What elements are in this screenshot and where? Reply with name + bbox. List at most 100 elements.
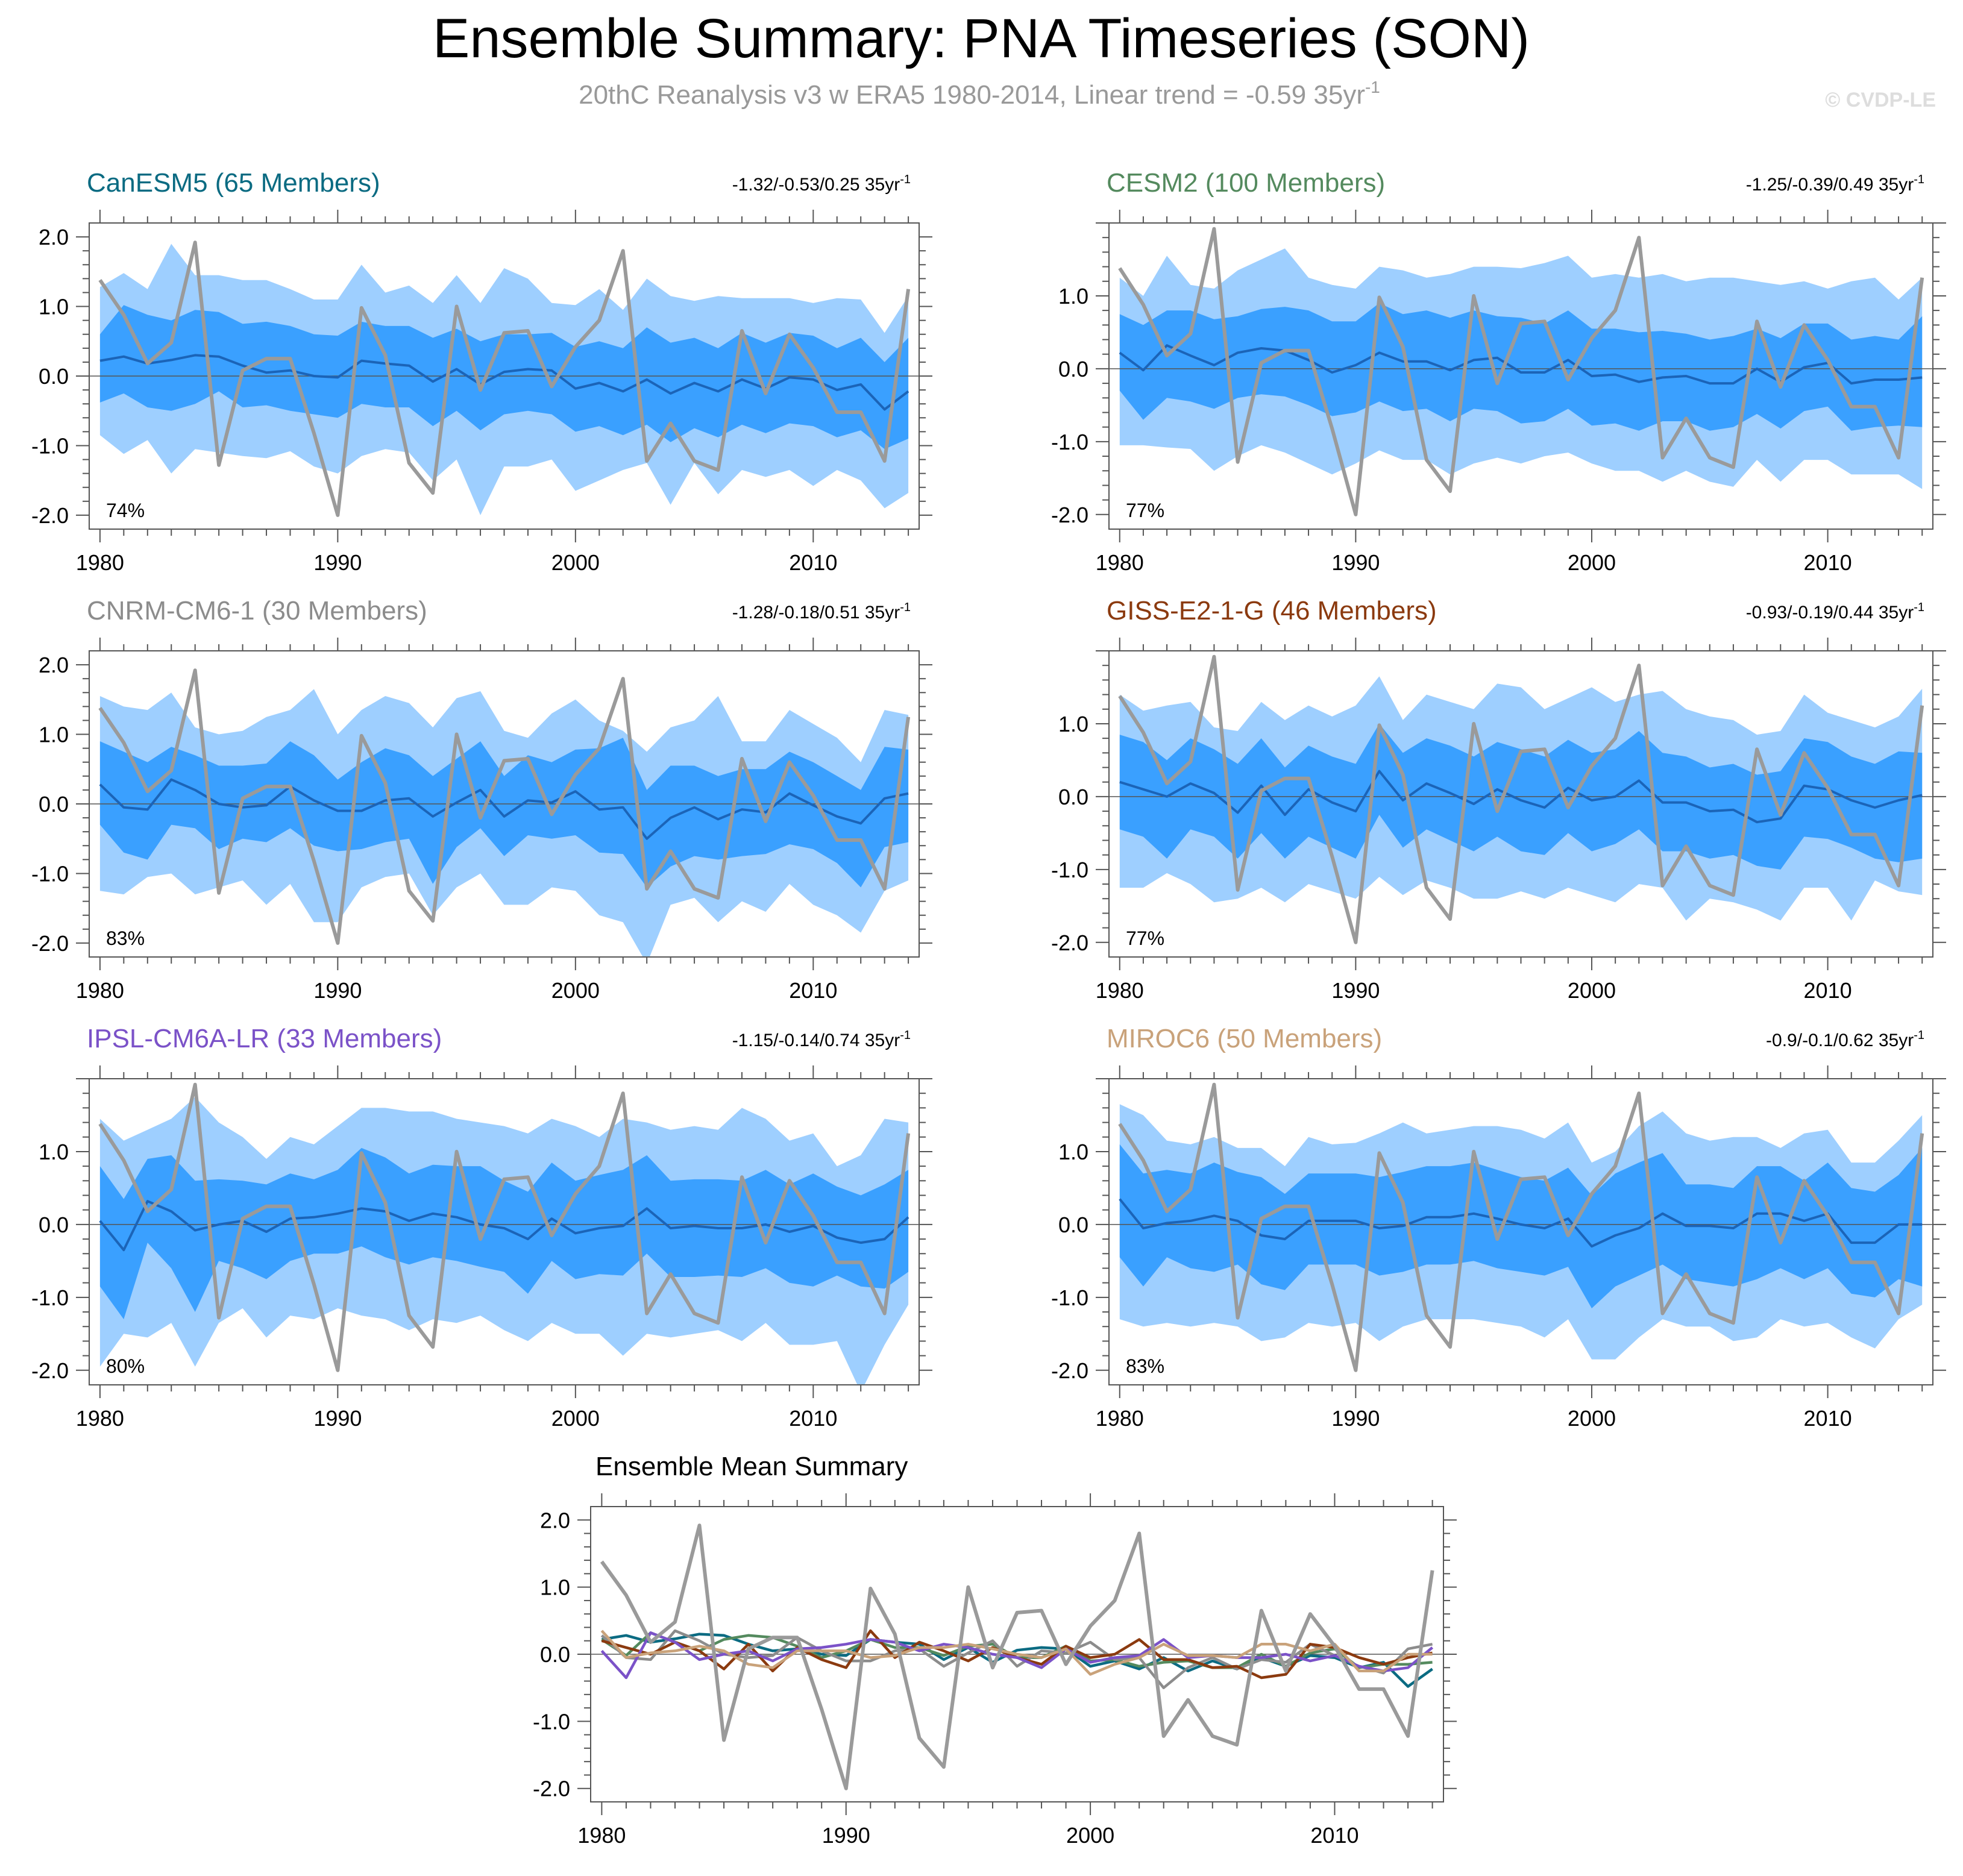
copyright-label: © CVDP-LE: [1825, 89, 1936, 111]
plot-area: [1109, 1082, 1933, 1372]
y-tick-label: -2.0: [1051, 930, 1088, 955]
panel-title: MIROC6 (50 Members): [1107, 1024, 1382, 1053]
observed-line: [1118, 1082, 1924, 1372]
x-tick-label: 1980: [76, 550, 124, 575]
x-tick-label: 2000: [1568, 1406, 1616, 1431]
y-tick-label: -1.0: [1051, 858, 1088, 882]
x-tick-label: 1990: [1331, 978, 1380, 1003]
x-tick-label: 2000: [1568, 978, 1616, 1003]
panel-cnrm: CNRM-CM6-1 (30 Members) -1.28/-0.18/0.51 …: [31, 596, 932, 1003]
trend-exponent: -1: [1914, 173, 1924, 186]
observed-line: [1118, 654, 1924, 944]
y-tick-label: -1.0: [31, 433, 69, 458]
x-tick-label: 1980: [76, 1406, 124, 1431]
inner-spread-band: [99, 738, 909, 888]
x-tick-label: 2000: [551, 978, 600, 1003]
y-tick-label: 1.0: [540, 1575, 570, 1600]
y-tick-label: -1.0: [1051, 430, 1088, 454]
percent-label: 77%: [1126, 500, 1164, 521]
y-tick-label: 1.0: [39, 1140, 69, 1164]
percent-label: 74%: [106, 500, 145, 521]
plot-area: [89, 240, 919, 517]
panel-title: GISS-E2-1-G (46 Members): [1107, 596, 1437, 626]
x-tick-label: 2010: [1310, 1823, 1358, 1848]
panel-title: IPSL-CM6A-LR (33 Members): [87, 1024, 442, 1053]
y-tick-label: 0.0: [39, 1212, 69, 1237]
panel-cesm2: CESM2 (100 Members) -1.25/-0.39/0.49 35yr…: [1051, 168, 1946, 575]
x-tick-label: 2010: [789, 978, 837, 1003]
y-tick-label: -2.0: [1051, 503, 1088, 527]
figure-title: Ensemble Summary: PNA Timeseries (SON): [433, 8, 1530, 69]
percent-label: 77%: [1126, 927, 1164, 949]
y-tick-label: -2.0: [31, 1358, 69, 1383]
trend-label: -1.32/-0.53/0.25 35yr-1: [732, 173, 911, 195]
plot-area: [89, 1082, 919, 1385]
inner-spread-band: [99, 305, 909, 450]
trend-value: -0.9/-0.1/0.62 35yr: [1766, 1031, 1914, 1050]
trend-exponent: -1: [1914, 601, 1924, 614]
y-tick-label: -2.0: [1051, 1358, 1088, 1383]
y-tick-label: -2.0: [31, 503, 69, 528]
ensemble-mean-line: [99, 354, 909, 411]
panel-title: CNRM-CM6-1 (30 Members): [87, 596, 427, 626]
panel-canesm5: CanESM5 (65 Members) -1.32/-0.53/0.25 35y…: [31, 168, 932, 575]
x-tick-label: 2000: [1568, 550, 1616, 575]
y-tick-label: 2.0: [540, 1508, 570, 1532]
trend-exponent: -1: [1914, 1029, 1924, 1042]
plot-area: [1109, 227, 1933, 516]
x-tick-label: 1990: [313, 978, 362, 1003]
panel-title: CanESM5 (65 Members): [87, 168, 380, 198]
observed-line: [98, 668, 911, 945]
x-tick-label: 1980: [1096, 550, 1144, 575]
panel-summary: Ensemble Mean Summary 2.0 1.0 0.0 -1.0 -2.0 19…: [533, 1452, 1457, 1848]
ensemble-mean-line: [1119, 344, 1923, 385]
y-tick-label: -2.0: [533, 1777, 570, 1801]
y-tick-label: 2.0: [39, 225, 69, 249]
y-tick-label: 0.0: [39, 792, 69, 817]
trend-label: -1.15/-0.14/0.74 35yr-1: [732, 1029, 911, 1050]
percent-label: 80%: [106, 1355, 145, 1377]
inner-spread-band: [1119, 1144, 1923, 1308]
trend-exponent: -1: [900, 601, 911, 614]
y-tick-label: 2.0: [39, 653, 69, 677]
ensemble-mean-line: [1119, 1198, 1923, 1248]
plot-area: [1109, 654, 1933, 944]
x-tick-label: 2000: [551, 1406, 600, 1431]
observed-line: [1118, 227, 1924, 516]
y-tick-label: -1.0: [533, 1709, 570, 1734]
x-tick-label: 1980: [1096, 1406, 1144, 1431]
y-tick-label: 1.0: [1058, 712, 1088, 736]
trend-value: -1.28/-0.18/0.51 35yr: [732, 603, 900, 623]
y-tick-label: -1.0: [31, 1285, 69, 1310]
x-tick-label: 2000: [1066, 1823, 1114, 1848]
x-tick-label: 1990: [1331, 1406, 1380, 1431]
x-tick-label: 2000: [551, 550, 600, 575]
x-tick-label: 2010: [789, 550, 837, 575]
x-tick-label: 1980: [577, 1823, 626, 1848]
plot-area: [591, 1523, 1443, 1790]
panel-giss: GISS-E2-1-G (46 Members) -0.93/-0.19/0.44…: [1051, 596, 1946, 1003]
y-tick-label: 0.0: [540, 1642, 570, 1667]
trend-exponent: -1: [900, 173, 911, 186]
y-tick-label: 1.0: [39, 723, 69, 747]
trend-exponent: -1: [900, 1029, 911, 1042]
panel-miroc6: MIROC6 (50 Members) -0.9/-0.1/0.62 35yr-1…: [1051, 1024, 1946, 1431]
observed-line: [98, 1082, 911, 1372]
x-tick-label: 2010: [789, 1406, 837, 1431]
trend-label: -0.93/-0.19/0.44 35yr-1: [1746, 601, 1924, 623]
x-tick-label: 1990: [313, 550, 362, 575]
y-tick-label: -1.0: [31, 861, 69, 886]
panel-title: Ensemble Mean Summary: [595, 1452, 908, 1481]
y-tick-label: -1.0: [1051, 1285, 1088, 1310]
figure-subtitle: 20thC Reanalysis v3 w ERA5 1980-2014, Li…: [579, 78, 1380, 110]
y-tick-label: 1.0: [1058, 284, 1088, 309]
y-tick-label: -2.0: [31, 931, 69, 956]
y-tick-label: 0.0: [39, 364, 69, 389]
series-line-observed: [600, 1523, 1434, 1790]
trend-value: -1.32/-0.53/0.25 35yr: [732, 175, 900, 195]
trend-label: -1.28/-0.18/0.51 35yr-1: [732, 601, 911, 623]
x-tick-label: 1990: [822, 1823, 870, 1848]
x-tick-label: 2010: [1804, 978, 1852, 1003]
panel-ipsl: IPSL-CM6A-LR (33 Members) -1.15/-0.14/0.7…: [31, 1024, 932, 1431]
y-tick-label: 0.0: [1058, 785, 1088, 809]
